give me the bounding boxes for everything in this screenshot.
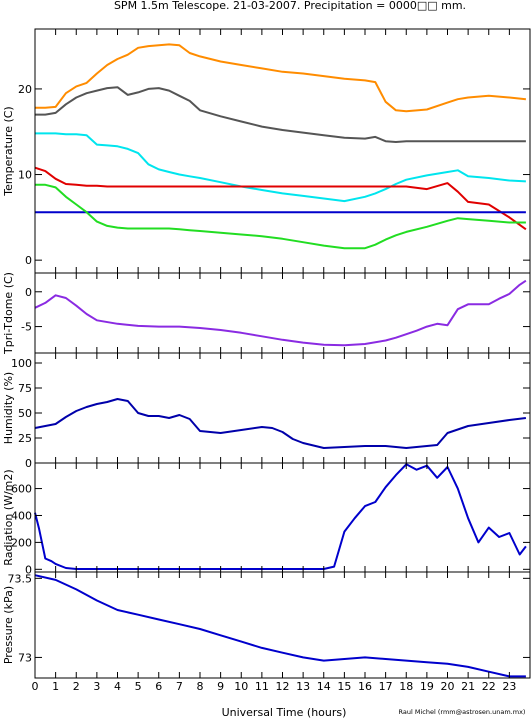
series-line-5-1: [34, 574, 526, 678]
x-tick-label: 16: [358, 680, 372, 693]
series-line-3-1: [34, 398, 527, 449]
y-axis-label: Humidity (%): [2, 372, 15, 444]
x-tick-label: 18: [399, 680, 413, 693]
x-tick-label: 1: [52, 680, 59, 693]
y-tick-label: 0: [25, 286, 32, 299]
x-tick-label: 22: [482, 680, 496, 693]
series-line-1-2: [35, 86, 526, 143]
x-tick-label: 17: [379, 680, 393, 693]
panel-frame: [34, 352, 531, 464]
x-tick-label: 15: [337, 680, 351, 693]
series-line-1-6: [35, 183, 526, 250]
x-tick-label: 21: [461, 680, 475, 693]
panel-2: -5 0 Tpri-Tdome (C): [2, 272, 531, 355]
x-tick-label: 10: [234, 680, 248, 693]
series-line-4-1: [34, 463, 527, 570]
y-axis-label: Temperature (C): [2, 106, 15, 196]
y-tick-label: 100: [11, 357, 32, 370]
y-tick-label: 73: [18, 651, 32, 664]
x-tick-label: 5: [135, 680, 142, 693]
y-tick-label: 25: [18, 432, 32, 445]
series-line-2-1: [34, 279, 527, 347]
x-tick-label: 8: [197, 680, 204, 693]
x-tick-label: 19: [420, 680, 434, 693]
x-tick-label: 11: [255, 680, 269, 693]
series-line-1-1: [35, 43, 527, 113]
x-tick-label: 9: [217, 680, 224, 693]
x-tick-label: 13: [296, 680, 310, 693]
y-tick-label: -5: [21, 321, 32, 334]
y-tick-label: 75: [18, 382, 32, 395]
x-tick-label: 4: [114, 680, 121, 693]
y-tick-label: 73.5: [8, 572, 33, 585]
y-tick-label: 0: [25, 457, 32, 470]
x-tick-label: 12: [276, 680, 290, 693]
chart-title: SPM 1.5m Telescope. 21-03-2007. Precipit…: [114, 0, 466, 12]
y-tick-label: 200: [11, 536, 32, 549]
y-tick-label: 20: [18, 83, 32, 96]
x-axis-label: Universal Time (hours): [222, 706, 347, 719]
y-axis-label: Radiation (W/m2): [2, 469, 15, 565]
series-line-1-4: [34, 166, 527, 231]
panel-frame: [34, 462, 531, 573]
y-tick-label: 0: [25, 254, 32, 267]
panel-frame: [34, 571, 531, 679]
x-tick-label: 3: [93, 680, 100, 693]
credit-text: Raul Michel (rmm@astrosen.unam.mx): [399, 708, 526, 716]
x-tick-label: 0: [32, 680, 39, 693]
y-axis-label: Tpri-Tdome (C): [2, 272, 15, 355]
y-tick-label: 600: [11, 483, 32, 496]
y-tick-label: 0: [25, 563, 32, 576]
x-tick-label: 23: [502, 680, 516, 693]
x-tick-label: 7: [176, 680, 183, 693]
y-axis-label: Pressure (kPa): [2, 586, 15, 664]
y-tick-label: 10: [18, 169, 32, 182]
x-tick-label: 6: [155, 680, 162, 693]
y-tick-label: 400: [11, 509, 32, 522]
x-tick-label: 14: [317, 680, 331, 693]
series-line-1-3: [35, 132, 526, 203]
x-tick-label: 20: [441, 680, 455, 693]
x-tick-label: 2: [73, 680, 80, 693]
y-tick-label: 50: [18, 407, 32, 420]
panel-frame: [34, 28, 531, 274]
panel-3: 0 25 50 75 100 Humidity (%): [2, 352, 531, 470]
